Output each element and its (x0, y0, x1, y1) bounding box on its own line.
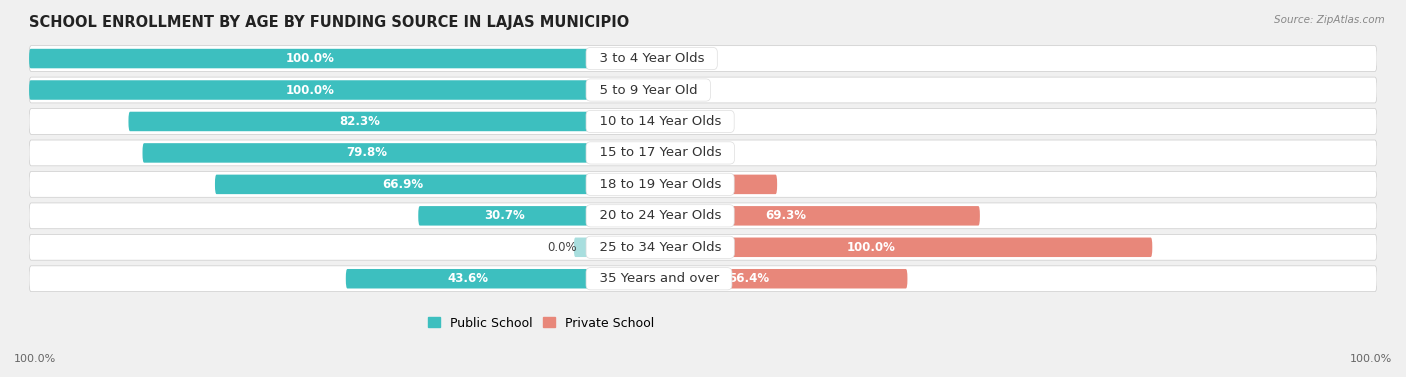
FancyBboxPatch shape (30, 172, 1376, 197)
FancyBboxPatch shape (418, 206, 591, 225)
Text: 0.0%: 0.0% (605, 52, 634, 65)
Text: 69.3%: 69.3% (765, 209, 806, 222)
Text: 100.0%: 100.0% (285, 84, 335, 97)
FancyBboxPatch shape (30, 140, 1376, 166)
FancyBboxPatch shape (591, 206, 980, 225)
Text: SCHOOL ENROLLMENT BY AGE BY FUNDING SOURCE IN LAJAS MUNICIPIO: SCHOOL ENROLLMENT BY AGE BY FUNDING SOUR… (30, 15, 630, 30)
FancyBboxPatch shape (591, 269, 907, 288)
FancyBboxPatch shape (30, 266, 1376, 292)
FancyBboxPatch shape (30, 203, 1376, 229)
FancyBboxPatch shape (128, 112, 591, 131)
Text: 100.0%: 100.0% (285, 52, 335, 65)
FancyBboxPatch shape (30, 80, 591, 100)
Text: 20.3%: 20.3% (627, 146, 668, 159)
FancyBboxPatch shape (30, 109, 1376, 134)
FancyBboxPatch shape (30, 46, 1376, 72)
FancyBboxPatch shape (591, 238, 1153, 257)
Text: 3 to 4 Year Olds: 3 to 4 Year Olds (591, 52, 713, 65)
FancyBboxPatch shape (574, 238, 591, 257)
Text: 17.7%: 17.7% (620, 115, 661, 128)
FancyBboxPatch shape (215, 175, 591, 194)
Text: 25 to 34 Year Olds: 25 to 34 Year Olds (591, 241, 730, 254)
Text: 100.0%: 100.0% (846, 241, 896, 254)
Text: 35 Years and over: 35 Years and over (591, 272, 727, 285)
FancyBboxPatch shape (142, 143, 591, 162)
Text: 30.7%: 30.7% (484, 209, 524, 222)
Text: 100.0%: 100.0% (1350, 354, 1392, 364)
FancyBboxPatch shape (591, 143, 704, 162)
Text: 0.0%: 0.0% (605, 84, 634, 97)
FancyBboxPatch shape (30, 49, 591, 68)
FancyBboxPatch shape (30, 77, 1376, 103)
FancyBboxPatch shape (346, 269, 591, 288)
Text: 10 to 14 Year Olds: 10 to 14 Year Olds (591, 115, 730, 128)
Text: 66.9%: 66.9% (382, 178, 423, 191)
Text: 0.0%: 0.0% (547, 241, 576, 254)
Text: 15 to 17 Year Olds: 15 to 17 Year Olds (591, 146, 730, 159)
Text: 82.3%: 82.3% (339, 115, 380, 128)
Text: 43.6%: 43.6% (447, 272, 489, 285)
Text: 18 to 19 Year Olds: 18 to 19 Year Olds (591, 178, 730, 191)
Text: 79.8%: 79.8% (346, 146, 387, 159)
Text: 20 to 24 Year Olds: 20 to 24 Year Olds (591, 209, 730, 222)
FancyBboxPatch shape (591, 175, 778, 194)
FancyBboxPatch shape (30, 234, 1376, 260)
Text: Source: ZipAtlas.com: Source: ZipAtlas.com (1274, 15, 1385, 25)
Text: 5 to 9 Year Old: 5 to 9 Year Old (591, 84, 706, 97)
FancyBboxPatch shape (591, 112, 690, 131)
Text: 100.0%: 100.0% (14, 354, 56, 364)
Legend: Public School, Private School: Public School, Private School (423, 312, 659, 335)
Text: 56.4%: 56.4% (728, 272, 769, 285)
Text: 33.2%: 33.2% (664, 178, 704, 191)
